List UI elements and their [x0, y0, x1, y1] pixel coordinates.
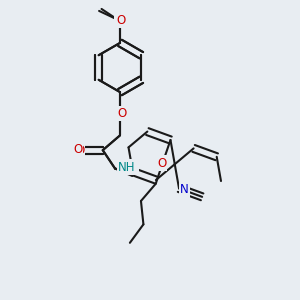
Text: N: N	[180, 183, 189, 196]
Text: O: O	[116, 107, 124, 120]
Text: O: O	[116, 14, 125, 27]
Text: O: O	[117, 107, 126, 120]
Text: O: O	[116, 14, 124, 27]
Text: NH: NH	[118, 160, 136, 174]
Text: O: O	[157, 157, 166, 169]
Text: O: O	[75, 144, 84, 157]
Text: NH: NH	[121, 160, 138, 174]
Text: O: O	[73, 143, 82, 156]
